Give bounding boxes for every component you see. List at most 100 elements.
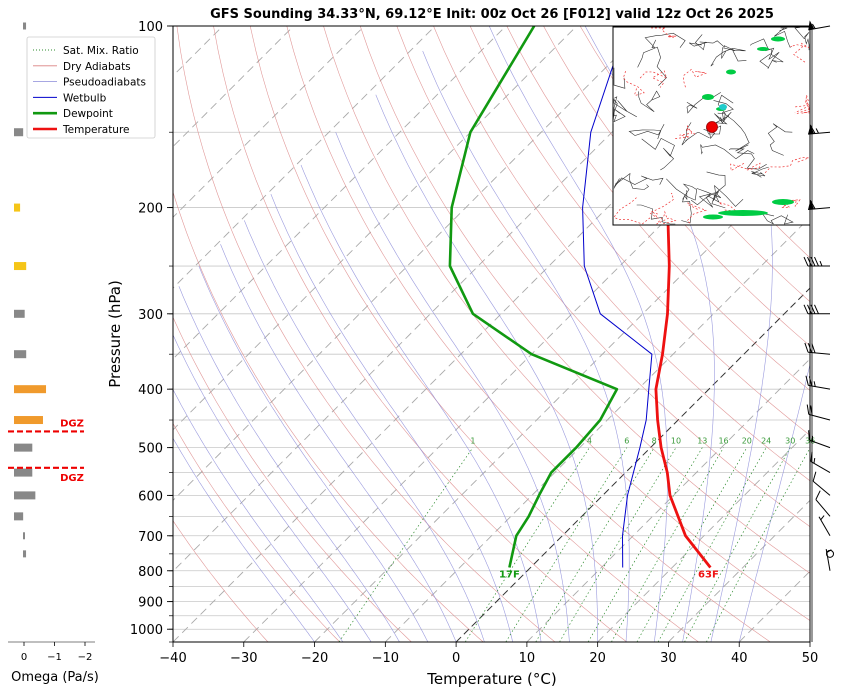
mixing-ratio-label: 10 — [671, 437, 681, 446]
dry-adiabat-line — [433, 26, 810, 482]
mixing-ratio-line — [505, 447, 628, 642]
map-terrain-contour — [761, 212, 794, 225]
y-axis-label: Pressure (hPa) — [106, 280, 124, 388]
dry-adiabat-line — [249, 26, 699, 642]
dry-adiabat-line — [173, 520, 269, 642]
dry-adiabat-line — [543, 26, 810, 347]
mixing-ratio-label: 16 — [718, 437, 728, 446]
legend-label: Wetbulb — [63, 92, 107, 104]
pseudo-adiabat-line — [173, 437, 315, 642]
map-terrain-contour — [681, 122, 710, 146]
isotherm-line — [526, 358, 810, 642]
mixing-ratio-line — [338, 447, 474, 642]
mixing-ratio-line — [559, 447, 677, 642]
y-tick-label: 200 — [138, 202, 163, 217]
map-terrain-contour — [759, 47, 780, 69]
wind-barb-column — [803, 20, 834, 642]
inset-map — [612, 26, 811, 226]
mixing-ratio-label: 24 — [761, 437, 771, 446]
legend-label: Dry Adiabats — [63, 61, 131, 73]
legend-label: Temperature — [62, 124, 130, 136]
map-terrain-contour — [767, 123, 793, 156]
dry-adiabat-line — [176, 26, 556, 642]
wind-barb-flag — [808, 430, 810, 441]
wind-barb — [808, 20, 831, 31]
map-terrain-contour — [613, 172, 649, 190]
map-terrain-contour — [774, 27, 791, 48]
omega-bar — [14, 468, 33, 477]
map-terrain-contour — [681, 190, 692, 224]
x-tick-label: −30 — [230, 651, 257, 666]
map-terrain-contour — [794, 27, 810, 51]
mixing-ratio-line — [464, 447, 590, 642]
wind-barb-flag — [809, 200, 816, 210]
wind-barb-shaft — [818, 516, 831, 537]
omega-bar — [14, 350, 27, 359]
wind-barb-shaft — [809, 439, 831, 449]
wind-barb — [808, 430, 831, 449]
chart-title: GFS Sounding 34.33°N, 69.12°E Init: 00z … — [210, 7, 774, 22]
omega-bar — [14, 262, 27, 271]
y-tick-label: 100 — [138, 20, 163, 35]
omega-tick-label: −1 — [47, 652, 62, 663]
legend-label: Dewpoint — [63, 108, 113, 120]
pseudo-adiabat-line — [173, 334, 372, 642]
omega-bar — [23, 532, 25, 540]
omega-bar — [14, 128, 24, 137]
wind-barb-flag — [814, 304, 819, 315]
wind-barb-half-flag — [813, 457, 816, 464]
isotherm-line — [173, 26, 507, 360]
wind-barb-half-flag — [811, 435, 814, 442]
y-tick-label: 300 — [138, 308, 163, 323]
map-terrain-contour — [699, 40, 736, 59]
pseudo-adiabat-line — [220, 244, 457, 642]
x-tick-label: 10 — [519, 651, 536, 666]
map-terrain-contour — [641, 137, 675, 171]
x-tick-label: 20 — [589, 651, 606, 666]
map-thickness-contour — [794, 99, 810, 114]
map-terrain-contour — [717, 112, 750, 152]
dry-adiabat-line — [173, 422, 340, 642]
wind-barb — [812, 471, 831, 496]
isotherm-line — [173, 26, 648, 502]
isotherm-line — [809, 641, 810, 642]
isotherm-line — [668, 499, 810, 642]
wind-barb-half-flag — [819, 260, 823, 267]
map-thickness-contour — [790, 42, 810, 63]
surface-temperature-label: 63F — [698, 569, 719, 580]
zero-isotherm-line — [455, 287, 810, 642]
map-thickness-contour — [764, 156, 809, 174]
wind-barb-flag — [803, 256, 809, 267]
map-terrain-contour — [612, 98, 638, 124]
wind-barb — [806, 404, 831, 421]
wind-barb-shaft — [810, 461, 831, 474]
mixing-ratio-label: 1 — [470, 437, 475, 446]
wind-barb-half-flag — [826, 549, 832, 553]
y-tick-label: 600 — [138, 489, 163, 504]
map-precip-patch — [757, 47, 769, 51]
y-tick-label: 1000 — [130, 623, 163, 638]
dry-adiabat-line — [396, 26, 810, 528]
omega-axis-label: Omega (Pa/s) — [11, 670, 99, 685]
dgz-label: DGZ — [60, 473, 84, 484]
legend-label: Pseudoadiabats — [63, 77, 146, 89]
wind-barb-shaft — [812, 480, 831, 496]
pseudo-adiabat-line — [178, 286, 400, 642]
map-thickness-contour — [622, 69, 645, 96]
wind-barb-flag — [810, 405, 813, 416]
wind-barb-flag — [806, 404, 810, 415]
x-tick-label: 30 — [660, 651, 677, 666]
map-thickness-contour — [675, 125, 696, 139]
pseudo-adiabat-line — [738, 362, 810, 642]
dry-adiabat-line — [359, 26, 810, 574]
wind-barb-shaft — [808, 413, 831, 421]
wind-barb — [808, 124, 831, 135]
x-tick-label: 0 — [452, 651, 460, 666]
y-tick-label: 400 — [138, 383, 163, 398]
wind-barb-shaft — [808, 351, 831, 355]
wind-barb-flag — [808, 376, 813, 387]
pseudo-adiabat-line — [704, 26, 773, 642]
surface-dewpoint-label: 17F — [499, 569, 520, 580]
map-thickness-contour — [730, 162, 761, 172]
wind-barb-flag — [814, 256, 819, 267]
